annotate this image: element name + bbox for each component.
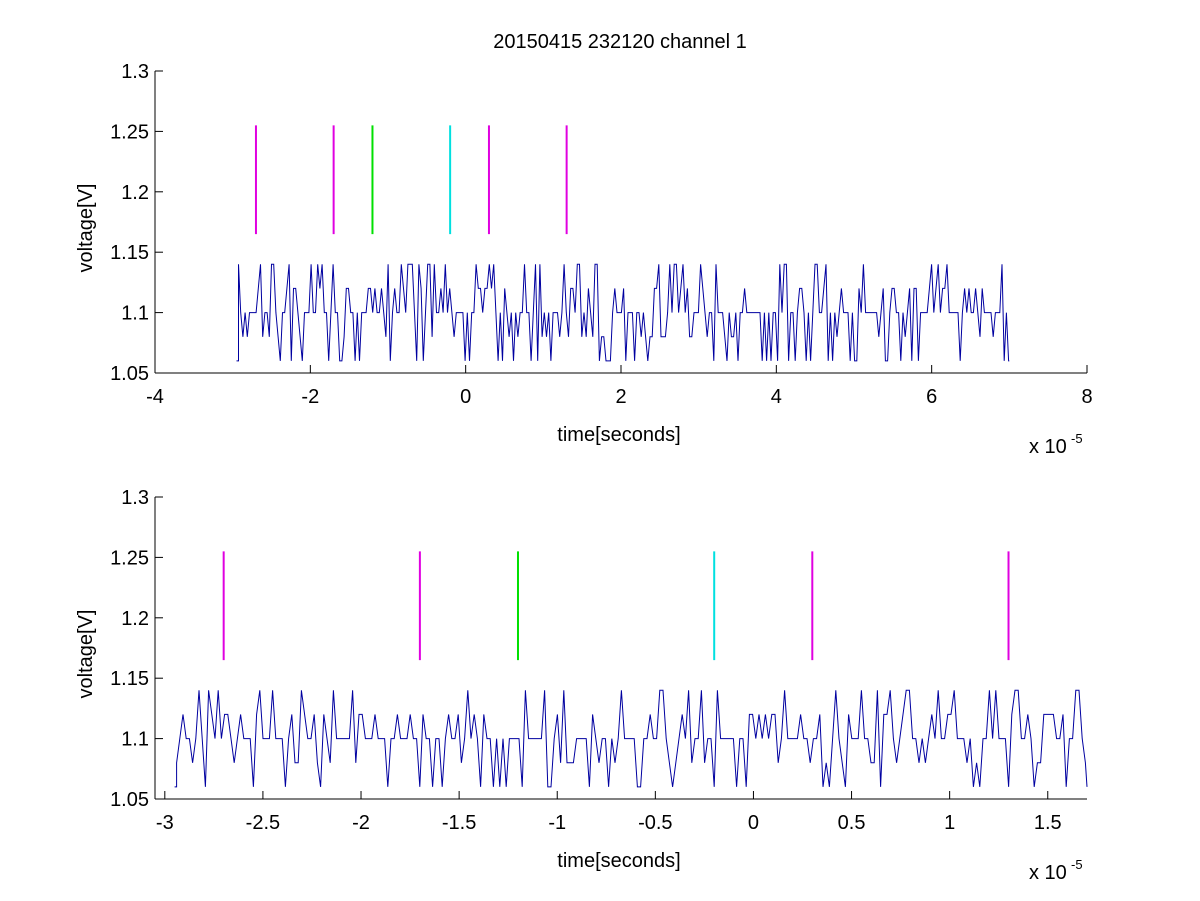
y-tick-label: 1.05 [110,363,149,385]
signal-trace [174,689,1088,788]
x-tick-label: 0 [748,812,759,834]
y-tick-label: 1.1 [121,303,149,325]
x-tick-label: 0 [460,386,471,408]
x-tick-label: -1 [548,812,566,834]
x-tick-label: 4 [771,386,782,408]
x-multiplier: x 10 [1029,436,1067,458]
y-tick-label: 1.25 [110,121,149,143]
y-tick-label: 1.05 [110,789,149,811]
y-tick-label: 1.2 [121,182,149,204]
y-axis-label: voltage[V] [75,610,97,699]
y-tick-label: 1.3 [121,61,149,83]
x-axis-label: time[seconds] [557,424,680,446]
signal-trace [236,263,1010,362]
y-tick-label: 1.15 [110,668,149,690]
x-tick-label: -2.5 [246,812,280,834]
x-multiplier-exponent: -5 [1071,431,1083,446]
y-tick-label: 1.1 [121,729,149,751]
x-tick-label: 6 [926,386,937,408]
x-tick-label: 1.5 [1034,812,1062,834]
x-axis-label: time[seconds] [557,850,680,872]
x-tick-label: 8 [1081,386,1092,408]
x-tick-label: 2 [615,386,626,408]
y-tick-label: 1.25 [110,547,149,569]
x-tick-label: 0.5 [838,812,866,834]
x-tick-label: -2 [301,386,319,408]
bottom-plot: 1.05 1.1 1.15 1.2 1.25 1.3 -3 -2.5 -2 -1.5 -1 -0.5 0… [75,487,1088,884]
x-multiplier: x 10 [1029,862,1067,884]
x-tick-label: -2 [352,812,370,834]
x-tick-label: -4 [146,386,164,408]
x-multiplier-exponent: -5 [1071,857,1083,872]
x-tick-label: -1.5 [442,812,476,834]
y-tick-label: 1.3 [121,487,149,509]
chart-title: 20150415 232120 channel 1 [493,31,747,53]
x-tick-label: -0.5 [638,812,672,834]
y-tick-label: 1.2 [121,608,149,630]
y-axis-label: voltage[V] [75,184,97,273]
y-tick-label: 1.15 [110,242,149,264]
x-tick-label: 1 [944,812,955,834]
top-plot: 1.05 1.1 1.15 1.2 1.25 1.3 -4 -2 0 2 4 6 8 time[secon… [75,61,1093,458]
x-tick-label: -3 [156,812,174,834]
